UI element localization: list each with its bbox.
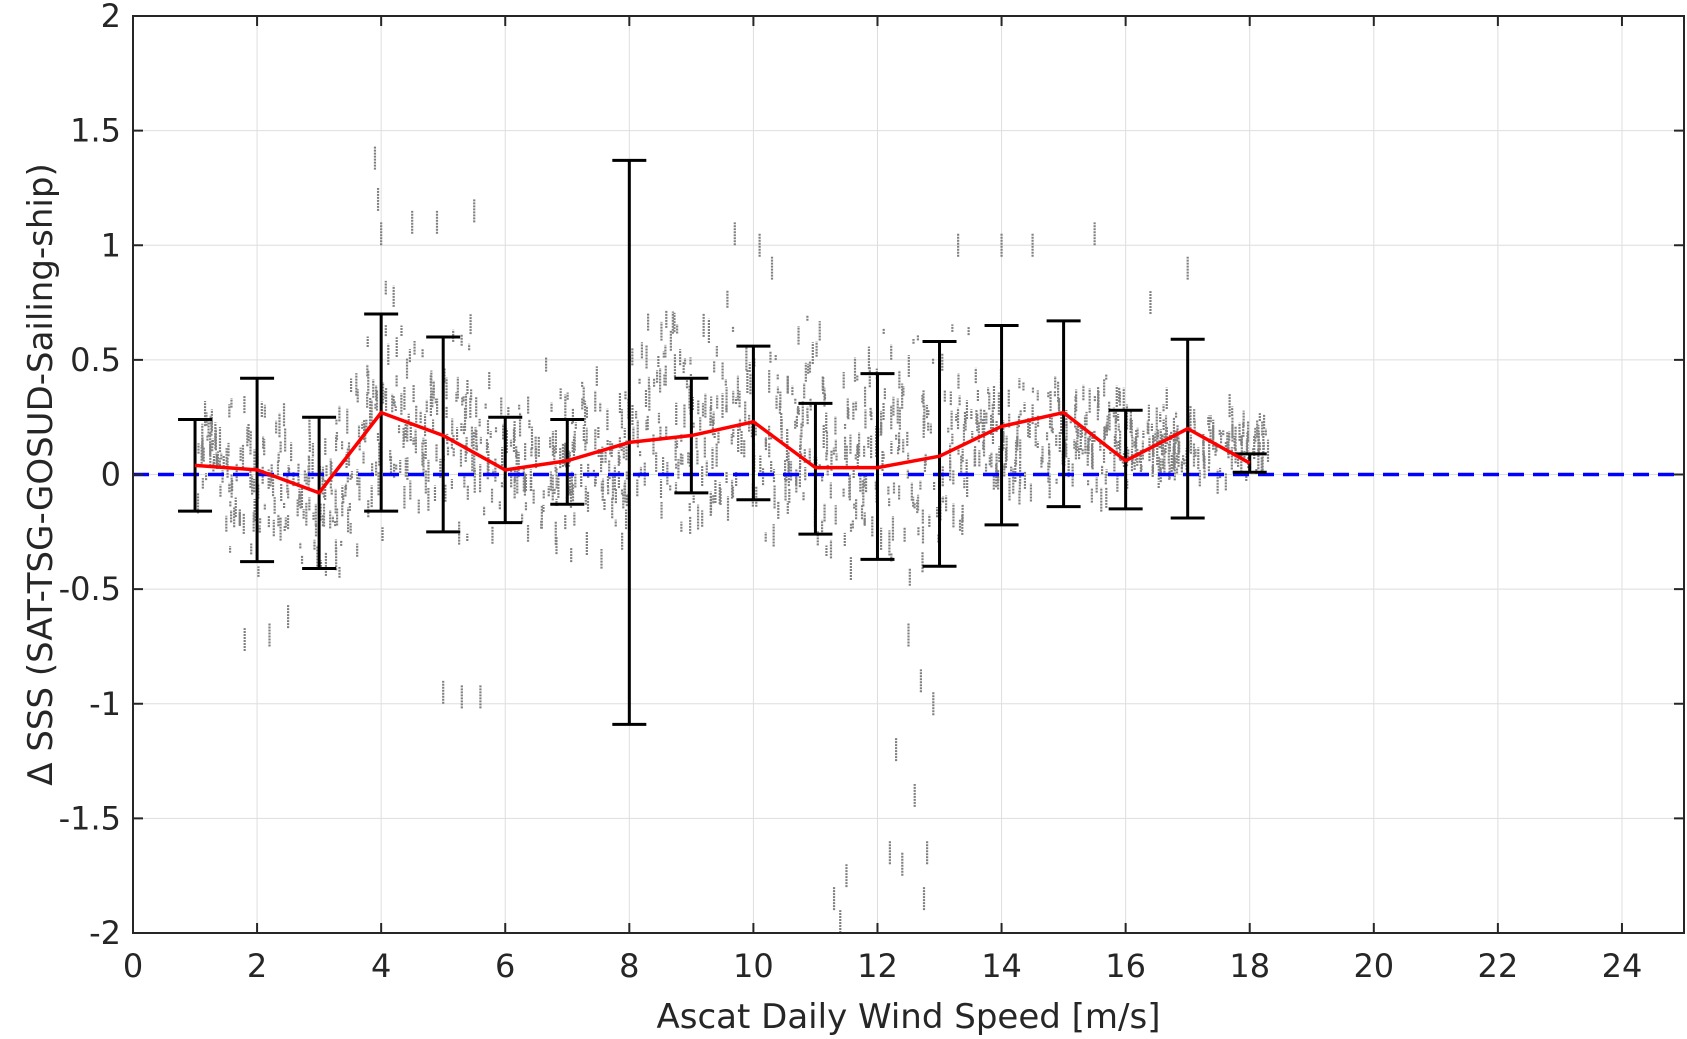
y-tick-label: -2 xyxy=(89,914,121,952)
scatter-points xyxy=(196,146,1270,933)
x-tick-label: 2 xyxy=(247,947,267,985)
x-tick-label: 14 xyxy=(981,947,1022,985)
x-tick-label: 12 xyxy=(857,947,898,985)
x-tick-label: 22 xyxy=(1478,947,1519,985)
x-tick-label: 6 xyxy=(495,947,515,985)
y-axis-label: Δ SSS (SAT-TSG-GOSUD-Sailing-ship) xyxy=(21,163,61,785)
y-tick-label: -1 xyxy=(89,685,121,723)
x-axis-label: Ascat Daily Wind Speed [m/s] xyxy=(657,997,1161,1037)
x-tick-label: 16 xyxy=(1105,947,1146,985)
y-tick-labels: 2 1.5 1 0.5 0 -0.5 -1 -1.5 -2 xyxy=(59,0,1684,952)
y-tick-label: 2 xyxy=(101,0,121,35)
mean-series-line xyxy=(194,410,1251,495)
y-tick-label: -1.5 xyxy=(59,799,121,837)
x-tick-label: 24 xyxy=(1602,947,1643,985)
y-tick-label: 0 xyxy=(101,456,121,494)
x-tick-labels: 0 2 4 6 8 10 12 14 16 18 20 22 24 xyxy=(123,16,1642,985)
x-tick-label: 0 xyxy=(123,947,143,985)
y-tick-label: 1.5 xyxy=(70,112,121,150)
x-tick-label: 8 xyxy=(619,947,639,985)
mean-line xyxy=(194,410,1251,495)
y-tick-label: 0.5 xyxy=(70,341,121,379)
x-tick-label: 18 xyxy=(1229,947,1270,985)
x-tick-label: 4 xyxy=(371,947,391,985)
y-tick-label: 1 xyxy=(101,226,121,264)
x-tick-label: 20 xyxy=(1353,947,1394,985)
y-tick-label: -0.5 xyxy=(59,570,121,608)
x-tick-label: 10 xyxy=(733,947,774,985)
